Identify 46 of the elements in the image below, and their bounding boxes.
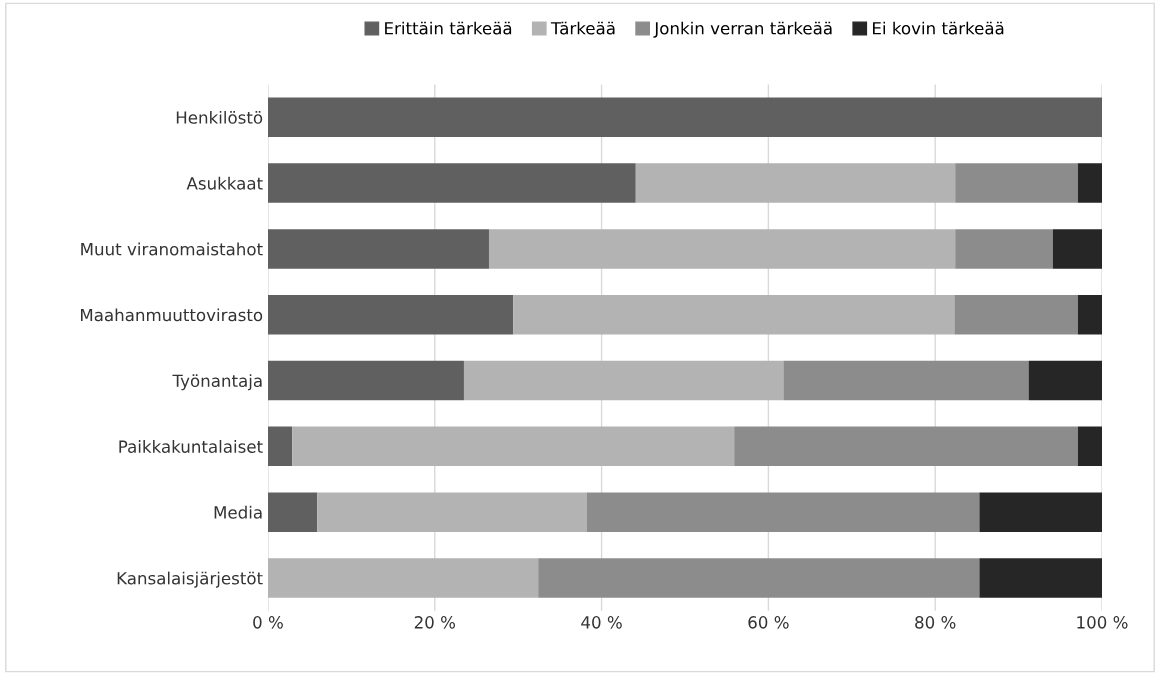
bar xyxy=(267,163,636,203)
x-tick-label: 60 % xyxy=(748,616,789,629)
legend-label: Tärkeää xyxy=(550,21,615,35)
y-tick-label: Muut viranomaistahot xyxy=(81,242,263,256)
y-tick-label: Henkilöstö xyxy=(176,110,263,124)
bar xyxy=(1077,163,1102,203)
bar xyxy=(488,229,956,269)
x-tick-label: 0 % xyxy=(253,616,283,629)
y-tick-label: Maahanmuuttovirasto xyxy=(80,308,263,322)
bar xyxy=(734,426,1078,467)
bar xyxy=(635,163,956,203)
bar xyxy=(513,294,955,335)
bar xyxy=(267,492,318,532)
bar xyxy=(1052,229,1102,269)
legend-label: Ei kovin tärkeää xyxy=(873,21,1004,35)
bar xyxy=(586,492,980,532)
bar xyxy=(783,360,1029,401)
bar xyxy=(267,294,514,335)
bar xyxy=(979,492,1102,532)
x-tick-label: 40 % xyxy=(581,616,622,629)
y-tick-label: Työnantaja xyxy=(172,374,262,391)
y-tick-label: Paikkakuntalaiset xyxy=(119,440,263,453)
legend-label: Erittäin tärkeää xyxy=(385,21,512,35)
bar xyxy=(955,229,1053,269)
bar xyxy=(267,558,539,598)
bar xyxy=(1077,294,1102,335)
bar xyxy=(267,360,464,401)
y-tick-label: Kansalaisjärjestöt xyxy=(117,571,263,588)
bar xyxy=(267,426,293,467)
x-tick-label: 80 % xyxy=(915,616,956,629)
bar xyxy=(292,426,735,467)
bar xyxy=(267,229,489,269)
bar xyxy=(538,558,980,598)
bar xyxy=(1028,360,1102,401)
bar xyxy=(267,97,1102,138)
y-tick-label: Media xyxy=(214,505,262,519)
bar xyxy=(1077,426,1102,467)
y-tick-label: Asukkaat xyxy=(186,176,263,190)
x-tick-label: 20 % xyxy=(414,616,456,629)
bar xyxy=(463,360,784,401)
bar xyxy=(954,294,1078,335)
bar xyxy=(979,558,1102,598)
x-tick-label: 100 % xyxy=(1077,616,1128,629)
legend-label: Jonkin verran tärkeää xyxy=(653,21,832,38)
bar xyxy=(317,492,587,532)
bar xyxy=(955,163,1078,203)
